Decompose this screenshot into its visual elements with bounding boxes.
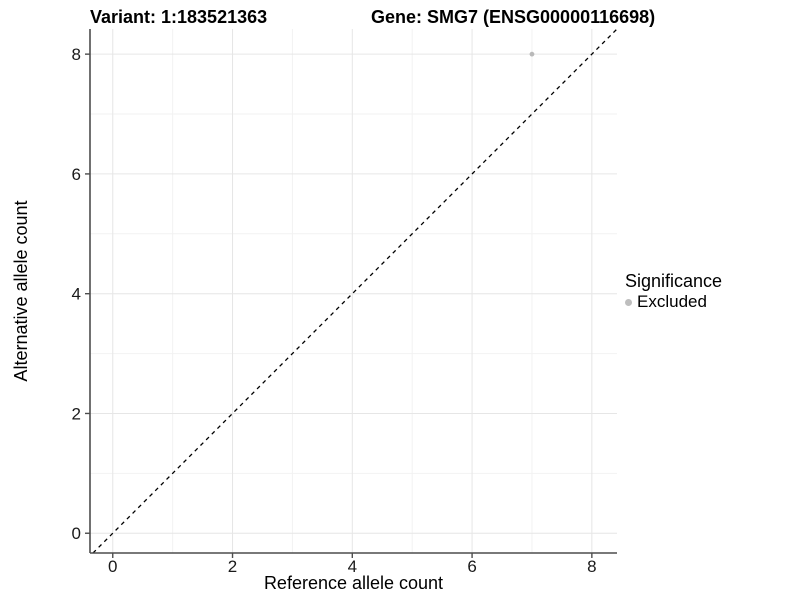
x-axis-title: Reference allele count: [263, 573, 444, 593]
x-tick-label: 0: [108, 557, 117, 576]
legend-point-icon: [625, 298, 632, 306]
legend-item: Excluded: [625, 293, 722, 311]
y-tick-label: 0: [72, 524, 81, 543]
identity-reference-line: [92, 28, 618, 554]
legend-item-label: Excluded: [637, 292, 707, 311]
legend-title: Significance: [625, 271, 723, 291]
gene-title: Gene: SMG7 (ENSG00000116698): [371, 7, 656, 27]
y-tick-label: 6: [72, 165, 81, 184]
x-tick-label: 8: [587, 557, 596, 576]
legend: Significance Excluded: [625, 272, 722, 311]
legend-items: Excluded: [625, 293, 722, 311]
y-tick-label: 4: [72, 285, 81, 304]
y-tick-label: 2: [72, 404, 81, 423]
x-tick-label: 6: [467, 557, 476, 576]
variant-title: Variant: 1:183521363: [90, 7, 268, 27]
x-tick-label: 2: [228, 557, 237, 576]
y-tick-label: 8: [72, 45, 81, 64]
data-point: [529, 51, 535, 57]
x-tick-label: 4: [348, 557, 357, 576]
y-axis-title: Alternative allele count: [11, 200, 31, 382]
